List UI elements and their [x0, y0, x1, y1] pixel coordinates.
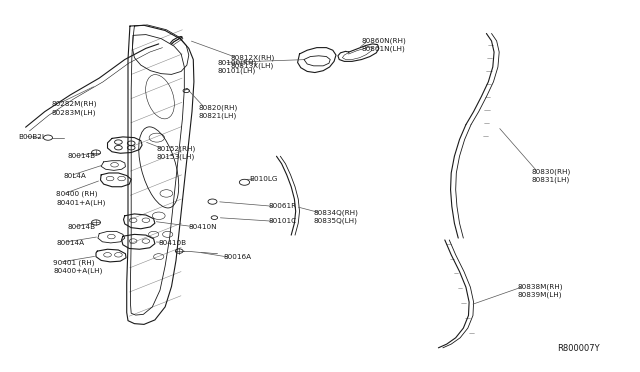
- Text: 80821(LH): 80821(LH): [198, 113, 237, 119]
- Text: B00B2I: B00B2I: [18, 134, 44, 140]
- Text: 80152(RH): 80152(RH): [157, 145, 196, 152]
- Text: 80410N: 80410N: [189, 224, 218, 230]
- Text: 80014A: 80014A: [56, 240, 84, 246]
- Text: 90401 (RH): 90401 (RH): [53, 259, 95, 266]
- Text: 80401+A(LH): 80401+A(LH): [56, 199, 106, 206]
- Text: 80830(RH): 80830(RH): [531, 169, 570, 175]
- Text: R800007Y: R800007Y: [557, 344, 600, 353]
- Text: 80813X(LH): 80813X(LH): [230, 63, 274, 70]
- Text: 80410B: 80410B: [159, 240, 187, 246]
- Text: 80860N(RH): 80860N(RH): [362, 38, 406, 44]
- Text: 80839M(LH): 80839M(LH): [517, 291, 562, 298]
- Text: 80101(LH): 80101(LH): [218, 67, 256, 74]
- Text: 80L4A: 80L4A: [64, 173, 87, 179]
- Text: 80101C: 80101C: [269, 218, 297, 224]
- Text: 80400 (RH): 80400 (RH): [56, 191, 98, 198]
- Text: 80153(LH): 80153(LH): [157, 154, 195, 160]
- Text: 80400+A(LH): 80400+A(LH): [53, 267, 102, 274]
- Text: 80061R: 80061R: [269, 203, 297, 209]
- Text: 80014B: 80014B: [67, 224, 95, 230]
- Text: 80016A: 80016A: [224, 254, 252, 260]
- Text: 80861N(LH): 80861N(LH): [362, 46, 405, 52]
- Text: B010LG: B010LG: [250, 176, 278, 182]
- Text: 80812X(RH): 80812X(RH): [230, 54, 275, 61]
- Text: 80282M(RH): 80282M(RH): [51, 101, 97, 108]
- Text: 80831(LH): 80831(LH): [531, 177, 570, 183]
- Text: 80838M(RH): 80838M(RH): [517, 283, 563, 290]
- Text: 80283M(LH): 80283M(LH): [51, 109, 96, 116]
- Text: 80834Q(RH): 80834Q(RH): [314, 209, 358, 216]
- Text: 80835Q(LH): 80835Q(LH): [314, 218, 358, 224]
- Text: 80014B: 80014B: [67, 153, 95, 159]
- Text: 80100(RH): 80100(RH): [218, 59, 257, 66]
- Text: 80820(RH): 80820(RH): [198, 105, 237, 111]
